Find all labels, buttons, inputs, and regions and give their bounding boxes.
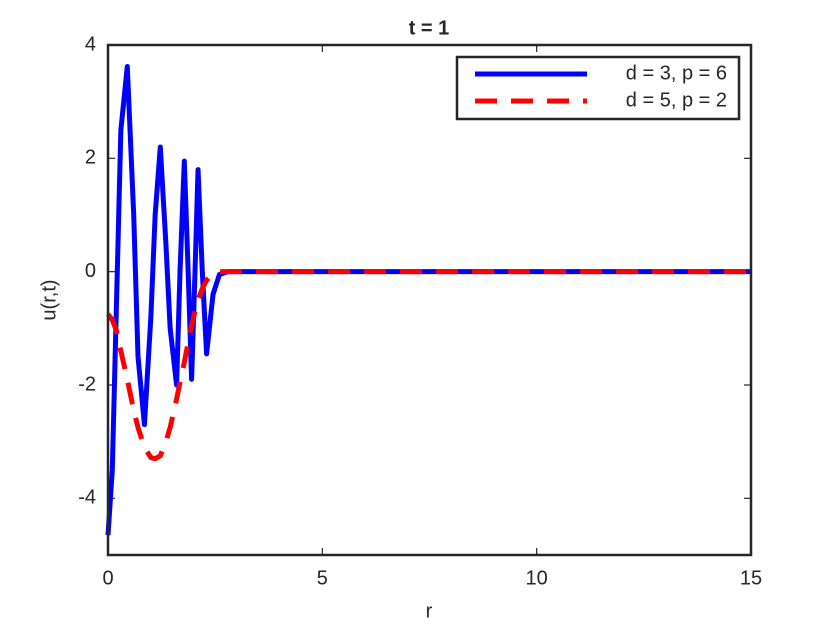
y-tick-label: -2 bbox=[78, 373, 96, 395]
axes-box bbox=[106, 43, 753, 557]
x-axis-label: r bbox=[426, 600, 433, 622]
x-tick-label: 0 bbox=[102, 567, 113, 589]
series-line bbox=[105, 64, 751, 536]
y-tick-label: 2 bbox=[85, 147, 96, 169]
y-axis-label: u(r,t) bbox=[38, 279, 60, 320]
y-tick-label: -4 bbox=[78, 487, 96, 509]
chart-title: t = 1 bbox=[409, 17, 450, 39]
legend-box bbox=[455, 55, 741, 121]
legend-label: d = 5, p = 2 bbox=[626, 89, 727, 111]
series-line bbox=[106, 269, 751, 462]
y-tick-label: 0 bbox=[85, 260, 96, 282]
y-tick-label: 4 bbox=[85, 33, 96, 55]
x-tick-label: 10 bbox=[526, 567, 548, 589]
x-tick-label: 5 bbox=[317, 567, 328, 589]
x-tick-label: 15 bbox=[740, 567, 762, 589]
legend-label: d = 3, p = 6 bbox=[626, 62, 727, 84]
legend: d = 3, p = 6 d = 5, p = 2 bbox=[455, 55, 741, 121]
